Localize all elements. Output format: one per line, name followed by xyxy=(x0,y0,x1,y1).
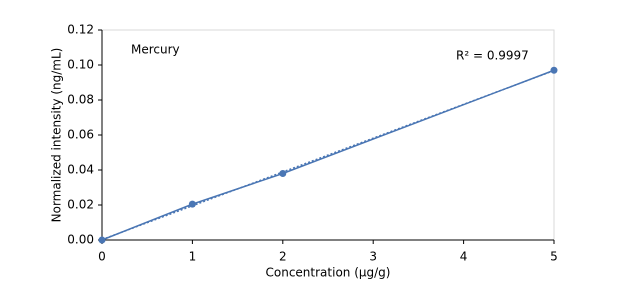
x-tick-label: 1 xyxy=(189,250,197,264)
y-tick-label: 0.08 xyxy=(67,93,94,107)
y-tick-label: 0.02 xyxy=(67,198,94,212)
x-tick-label: 3 xyxy=(369,250,377,264)
x-tick-label: 5 xyxy=(550,250,558,264)
y-tick-label: 0.04 xyxy=(67,163,94,177)
y-tick-label: 0.10 xyxy=(67,58,94,72)
r-squared: R² = 0.9997 xyxy=(456,49,529,63)
data-point xyxy=(550,66,558,74)
y-tick-label: 0.00 xyxy=(67,233,94,247)
series-label: Mercury xyxy=(131,43,180,57)
x-tick-label: 4 xyxy=(460,250,468,264)
trendline xyxy=(101,69,555,241)
y-tick-label: 0.06 xyxy=(67,128,94,142)
data-point xyxy=(98,236,106,244)
data-point xyxy=(279,170,287,177)
x-tick-label: 0 xyxy=(98,250,106,264)
x-tick-label: 2 xyxy=(279,250,287,264)
data-point xyxy=(188,200,196,208)
y-tick-label: 0.12 xyxy=(67,23,94,37)
x-axis-title: Concentration (μg/g) xyxy=(266,266,391,280)
y-axis-title: Normalized intensity (ng/mL) xyxy=(50,48,64,223)
